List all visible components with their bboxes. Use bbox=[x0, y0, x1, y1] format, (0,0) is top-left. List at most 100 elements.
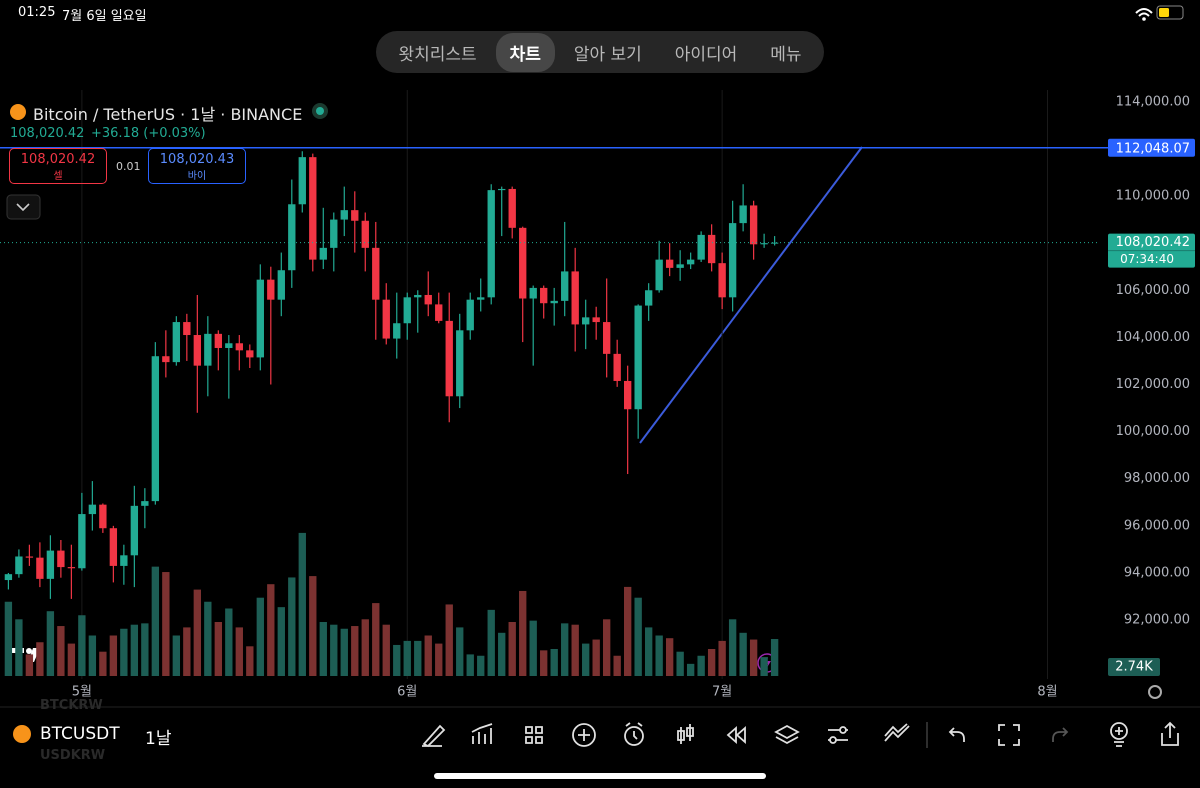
tool-layouts[interactable] bbox=[525, 726, 543, 744]
volume-bar bbox=[561, 623, 569, 676]
candle-body bbox=[15, 556, 23, 575]
x-tick-label: 5월 bbox=[72, 685, 92, 700]
candle-body bbox=[466, 299, 474, 331]
candle-body bbox=[760, 243, 768, 245]
volume-bar bbox=[46, 611, 55, 676]
volume-bar bbox=[372, 603, 380, 676]
candle-body bbox=[25, 556, 34, 558]
candle-body bbox=[665, 259, 674, 268]
plus bbox=[578, 729, 590, 741]
candle-body bbox=[151, 356, 160, 502]
ghost-symbol: USDKRW bbox=[40, 748, 106, 763]
bottom-symbol[interactable]: BTCUSDT bbox=[40, 724, 120, 744]
tool-share[interactable] bbox=[1161, 721, 1179, 746]
tab[interactable]: 아이디어 bbox=[674, 44, 738, 65]
volume-label-bg bbox=[1108, 658, 1160, 676]
volume-bar bbox=[109, 635, 118, 676]
candle-body bbox=[109, 528, 118, 566]
volume-bar bbox=[172, 635, 181, 676]
volume-bar bbox=[361, 619, 369, 676]
ghost-symbol: BTCKRW bbox=[40, 698, 103, 713]
candle-body bbox=[130, 505, 139, 556]
tool-indicators[interactable] bbox=[471, 723, 493, 744]
y-tick-label: 100,000.00 bbox=[1116, 424, 1190, 439]
tool-undo[interactable] bbox=[948, 727, 965, 742]
btc-icon-small bbox=[13, 725, 31, 743]
tool-layers[interactable] bbox=[774, 724, 800, 745]
candle-body bbox=[676, 264, 684, 268]
volume-bar bbox=[508, 622, 516, 676]
candle-body bbox=[204, 333, 212, 366]
tool-alarm[interactable] bbox=[624, 726, 644, 746]
tool-candles[interactable] bbox=[677, 724, 694, 744]
candle-body bbox=[487, 190, 495, 298]
tab[interactable]: 왓치리스트 bbox=[398, 44, 477, 65]
candle-body bbox=[613, 353, 621, 381]
tool-fullscreen[interactable] bbox=[998, 724, 1020, 746]
volume-bar bbox=[25, 654, 34, 676]
volume-bar bbox=[540, 650, 548, 676]
candle-body bbox=[634, 305, 642, 410]
tool-replay[interactable] bbox=[726, 726, 746, 744]
tool-ideas[interactable] bbox=[1110, 722, 1128, 740]
candle-body bbox=[728, 223, 737, 298]
volume-bar bbox=[739, 632, 747, 676]
volume-bar bbox=[99, 651, 107, 676]
candle-body bbox=[770, 242, 779, 244]
candle-body bbox=[36, 557, 44, 579]
tool-redo[interactable] bbox=[1052, 727, 1069, 742]
tool-draw[interactable] bbox=[422, 724, 446, 748]
candle-body bbox=[623, 380, 632, 410]
candle-body bbox=[99, 504, 107, 529]
volume-bar bbox=[718, 640, 726, 676]
trend-line[interactable] bbox=[639, 146, 863, 444]
toolbar bbox=[422, 721, 1179, 748]
candle-body bbox=[57, 550, 65, 568]
candle-body bbox=[298, 157, 306, 205]
tab[interactable]: 메뉴 bbox=[770, 44, 802, 65]
y-tick-label: 110,000.00 bbox=[1116, 189, 1190, 204]
x-tick-label: 8월 bbox=[1037, 685, 1057, 700]
candle-body bbox=[582, 317, 590, 325]
candle-body bbox=[561, 271, 569, 301]
sell-button[interactable]: 108,020.42 셀 bbox=[9, 148, 107, 184]
tool-compare[interactable] bbox=[884, 723, 910, 742]
volume-bar bbox=[529, 620, 537, 676]
bottom-interval[interactable]: 1날 bbox=[145, 729, 172, 749]
tab[interactable]: 알아 보기 bbox=[573, 44, 642, 65]
countdown-label: 07:34:40 bbox=[1120, 252, 1174, 266]
candle-body bbox=[435, 304, 443, 321]
candle-body bbox=[477, 297, 485, 300]
volume-bar bbox=[644, 627, 653, 676]
candle-body bbox=[67, 567, 76, 569]
volume-bar bbox=[382, 624, 390, 676]
volume-bar bbox=[36, 642, 44, 676]
bulb bbox=[1114, 727, 1124, 747]
symbol-title: Bitcoin / TetherUS · 1날 · BINANCE bbox=[33, 105, 303, 124]
candle-body bbox=[120, 555, 128, 566]
volume-bar bbox=[351, 626, 359, 676]
candle-body bbox=[235, 343, 243, 351]
volume-bar bbox=[676, 651, 684, 676]
volume-bar bbox=[456, 627, 464, 676]
volume-bar bbox=[603, 619, 611, 676]
candle-body bbox=[214, 333, 222, 348]
volume-bar bbox=[424, 635, 432, 676]
buy-button[interactable]: 108,020.43 바이 bbox=[148, 148, 246, 184]
settings-icon[interactable] bbox=[1148, 685, 1162, 699]
candle-body bbox=[256, 279, 264, 358]
volume-bar bbox=[57, 626, 65, 676]
collapse-button[interactable] bbox=[6, 194, 41, 220]
tab[interactable]: 차트 bbox=[495, 32, 555, 72]
volume-bar bbox=[340, 628, 348, 676]
volume-bar bbox=[760, 657, 768, 676]
volume-bar bbox=[214, 622, 222, 676]
candle-body bbox=[519, 227, 527, 299]
volume-bar bbox=[519, 590, 527, 676]
volume-bar bbox=[571, 624, 579, 676]
buy-price: 108,020.43 bbox=[159, 152, 235, 167]
tool-add[interactable] bbox=[572, 723, 596, 747]
y-tick-label: 102,000.00 bbox=[1116, 377, 1190, 392]
volume-bar bbox=[277, 607, 285, 676]
candle-body bbox=[225, 343, 233, 348]
